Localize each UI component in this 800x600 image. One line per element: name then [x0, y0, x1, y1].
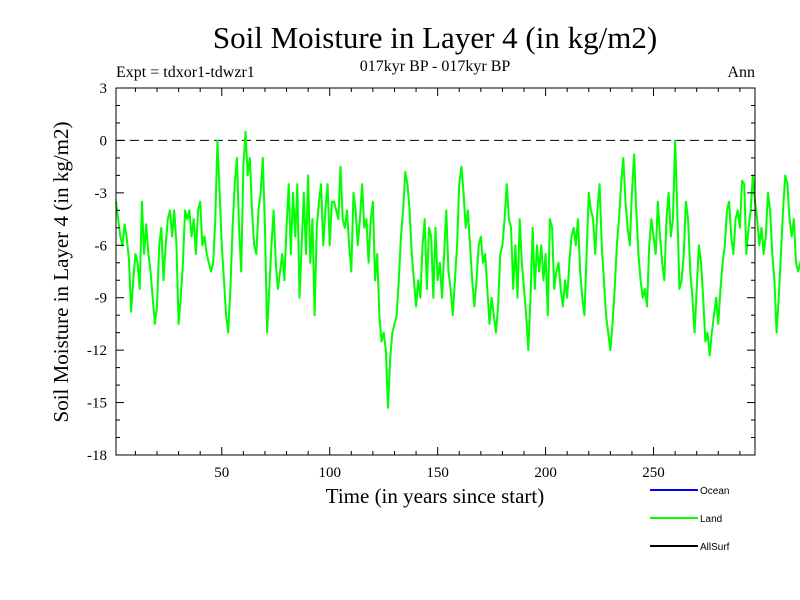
- x-tick-label: 150: [426, 465, 449, 481]
- y-tick-label: -6: [95, 238, 108, 254]
- chart-subtitle: 017kyr BP - 017kyr BP: [360, 58, 511, 75]
- legend-label-land: Land: [700, 514, 722, 525]
- legend-label-allsurf: AllSurf: [700, 542, 730, 553]
- season-label: Ann: [727, 64, 755, 81]
- legend: Ocean Land AllSurf: [650, 486, 730, 553]
- y-tick-label: -9: [95, 291, 108, 307]
- y-tick-labels: 3 0 -3 -6 -9 -12 -15 -18: [87, 81, 107, 464]
- y-tick-label: -18: [87, 448, 107, 464]
- y-tick-label: -3: [95, 186, 108, 202]
- experiment-label: Expt = tdxor1-tdwzr1: [116, 64, 255, 81]
- y-tick-label: -12: [87, 343, 107, 359]
- x-tick-label: 200: [534, 465, 557, 481]
- x-tick-label: 100: [318, 465, 341, 481]
- y-tick-label: 0: [100, 133, 108, 149]
- x-tick-labels: 50 100 150 200 250: [214, 465, 665, 481]
- series-line-land: [115, 130, 800, 409]
- legend-label-ocean: Ocean: [700, 486, 729, 497]
- plot-frame: [115, 87, 756, 456]
- y-axis-label: Soil Moisture in Layer 4 (in kg/m2): [49, 122, 73, 423]
- x-tick-label: 250: [642, 465, 665, 481]
- y-tick-label: -15: [87, 396, 107, 412]
- x-axis-label: Time (in years since start): [326, 484, 545, 508]
- chart-title: Soil Moisture in Layer 4 (in kg/m2): [213, 20, 657, 55]
- y-tick-label: 3: [100, 81, 108, 97]
- x-tick-label: 50: [214, 465, 229, 481]
